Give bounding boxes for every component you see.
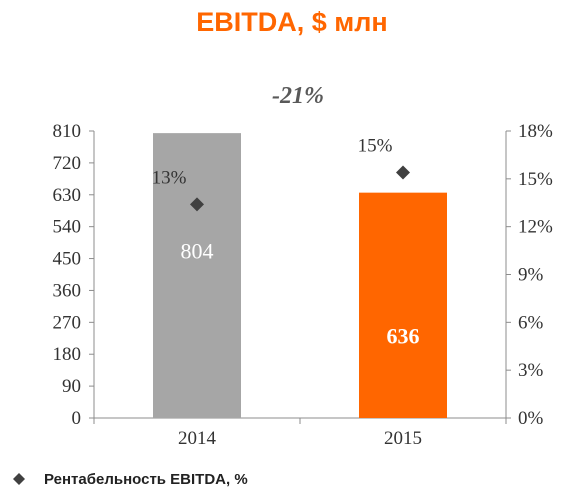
right-tick-label: 18% bbox=[518, 121, 553, 142]
change-label: -21% bbox=[272, 83, 324, 109]
margin-value-label: 15% bbox=[358, 135, 393, 156]
left-tick-label: 90 bbox=[62, 376, 81, 397]
left-tick-label: 450 bbox=[53, 249, 82, 270]
bar-value-label: 804 bbox=[181, 238, 214, 263]
left-tick-label: 270 bbox=[53, 312, 82, 333]
bar-2014 bbox=[153, 133, 241, 419]
right-tick-label: 15% bbox=[518, 169, 553, 190]
right-tick-label: 12% bbox=[518, 217, 553, 238]
bar-2015 bbox=[359, 192, 447, 418]
left-tick-label: 360 bbox=[53, 280, 82, 301]
margin-value-label: 13% bbox=[152, 167, 187, 188]
left-tick-label: 540 bbox=[53, 217, 82, 238]
margin-marker-2015 bbox=[396, 165, 410, 180]
plot-area: 0 90 180 270 360 450 540 630 720 810 0% 3% 6% 9% 12% 15… bbox=[53, 121, 554, 449]
margin-marker-2014 bbox=[190, 197, 204, 212]
legend-label: Рентабельность EBITDA, % bbox=[44, 471, 248, 488]
bar-value-label: 636 bbox=[387, 324, 420, 349]
legend: Рентабельность EBITDA, % bbox=[13, 471, 248, 488]
x-tick-label: 2014 bbox=[178, 428, 217, 449]
x-tick-label: 2015 bbox=[384, 428, 422, 449]
left-tick-label: 630 bbox=[53, 185, 82, 206]
right-tick-label: 3% bbox=[518, 360, 544, 381]
chart-title: EBITDA, $ млн bbox=[196, 7, 387, 37]
right-tick-label: 6% bbox=[518, 312, 544, 333]
legend-marker-diamond bbox=[13, 473, 25, 485]
left-tick-label: 180 bbox=[53, 344, 82, 365]
left-tick-label: 810 bbox=[53, 121, 82, 142]
right-tick-label: 9% bbox=[518, 265, 544, 286]
left-tick-label: 720 bbox=[53, 153, 82, 174]
right-tick-label: 0% bbox=[518, 408, 544, 429]
left-tick-label: 0 bbox=[72, 408, 82, 429]
